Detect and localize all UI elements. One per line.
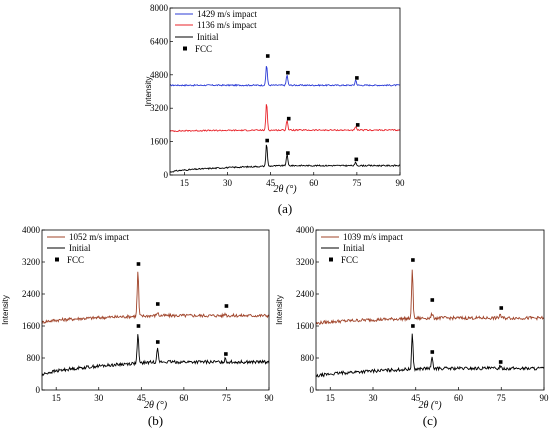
y-tick-label: 4000 <box>296 225 315 235</box>
panel-caption: (c) <box>423 413 437 428</box>
fcc-marker <box>286 116 291 121</box>
fcc-marker <box>354 157 359 162</box>
x-tick-label: 90 <box>396 178 406 188</box>
series-line-2 <box>169 144 401 173</box>
y-tick-label: 6400 <box>150 36 169 46</box>
y-tick-label: 3200 <box>296 257 315 267</box>
x-tick-label: 45 <box>266 178 276 188</box>
panel-caption: (b) <box>148 413 163 428</box>
x-tick-label: 75 <box>222 393 232 403</box>
x-tick-label: 75 <box>352 178 362 188</box>
fcc-marker <box>286 70 290 75</box>
x-tick-label: 30 <box>223 178 233 188</box>
y-tick-label: 3200 <box>150 103 169 113</box>
legend-label: 1052 m/s impact <box>69 232 129 242</box>
series-line-0 <box>315 269 545 325</box>
x-tick-label: 90 <box>540 393 550 403</box>
series-line-0 <box>41 271 270 325</box>
legend-label: FCC <box>341 255 358 265</box>
legend-label: 1136 m/s impact <box>197 20 257 30</box>
panel-caption: (a) <box>278 201 292 216</box>
fcc-marker <box>155 302 160 306</box>
y-tick-label: 4000 <box>22 225 41 235</box>
x-tick-label: 30 <box>369 393 379 403</box>
legend-label: FCC <box>195 44 212 54</box>
legend-label: 1429 m/s impact <box>197 9 257 19</box>
legend-label: Initial <box>197 32 219 42</box>
x-tick-label: 60 <box>454 393 464 403</box>
x-tick-label: 15 <box>326 393 336 403</box>
x-tick-label: 75 <box>497 393 507 403</box>
fcc-marker <box>136 324 141 328</box>
x-tick-label: 30 <box>94 393 104 403</box>
y-axis-label: Intensity <box>275 295 284 325</box>
fcc-marker <box>355 123 360 127</box>
series-line-1 <box>41 334 270 377</box>
x-tick-label: 15 <box>52 393 62 403</box>
y-tick-label: 800 <box>27 353 41 363</box>
y-tick-label: 8000 <box>150 3 169 13</box>
fcc-marker <box>136 262 141 266</box>
y-axis-label: Intensity <box>144 77 153 107</box>
x-tick-label: 45 <box>137 393 147 403</box>
legend-label: 1039 m/s impact <box>343 232 403 242</box>
y-tick-label: 2400 <box>296 289 315 299</box>
y-tick-label: 2400 <box>22 289 41 299</box>
plot-frame <box>41 229 270 391</box>
chart-panel-a: 15 30 45 60 75 90 0 1600 3200 4800 6400 8000 2θ (°) I… <box>144 3 405 216</box>
fcc-marker <box>411 258 415 262</box>
fcc-marker <box>155 340 160 344</box>
series-line-0 <box>170 65 401 87</box>
y-tick-label: 1600 <box>150 137 169 147</box>
x-axis-label: 2θ (°) <box>418 400 442 411</box>
legend-label: Initial <box>69 243 91 253</box>
chart-panel-b: 15 30 45 60 75 90 0 800 1600 2400 3200 4000 2θ (°) In… <box>1 225 274 428</box>
fcc-marker <box>224 352 228 356</box>
fcc-marker <box>286 151 290 155</box>
y-tick-label: 0 <box>164 170 169 180</box>
plot-frame <box>315 229 545 391</box>
fcc-marker <box>498 360 503 364</box>
y-tick-label: 0 <box>310 385 315 395</box>
y-tick-label: 1600 <box>296 321 315 331</box>
y-axis-label: Intensity <box>1 295 10 325</box>
plot-frame <box>169 7 401 176</box>
series-line-1 <box>315 333 545 378</box>
y-tick-label: 1600 <box>22 321 41 331</box>
y-tick-label: 3200 <box>22 257 41 267</box>
fcc-marker <box>499 306 504 310</box>
series-line-1 <box>169 104 401 133</box>
legend-fcc-marker <box>329 257 333 262</box>
fcc-marker <box>355 76 359 80</box>
fcc-marker <box>265 138 269 143</box>
y-tick-label: 800 <box>301 353 315 363</box>
fcc-marker <box>411 324 415 328</box>
x-tick-label: 90 <box>265 393 275 403</box>
fcc-marker <box>430 298 435 302</box>
legend-label: FCC <box>67 255 84 265</box>
legend-fcc-marker <box>183 46 187 51</box>
x-axis-label: 2θ (°) <box>144 400 168 411</box>
fcc-marker <box>224 304 229 308</box>
fcc-marker <box>430 350 435 354</box>
chart-panel-c: 15 30 45 60 75 90 0 800 1600 2400 3200 4000 2θ (°) In… <box>275 225 549 428</box>
legend-label: Initial <box>343 243 365 253</box>
y-tick-label: 0 <box>36 385 41 395</box>
x-tick-label: 45 <box>411 393 421 403</box>
legend-fcc-marker <box>55 257 59 262</box>
x-tick-label: 60 <box>309 178 319 188</box>
y-tick-label: 4800 <box>150 70 169 80</box>
x-axis-label: 2θ (°) <box>273 184 297 195</box>
x-tick-label: 15 <box>180 178 190 188</box>
x-tick-label: 60 <box>179 393 189 403</box>
fcc-marker <box>265 54 270 58</box>
